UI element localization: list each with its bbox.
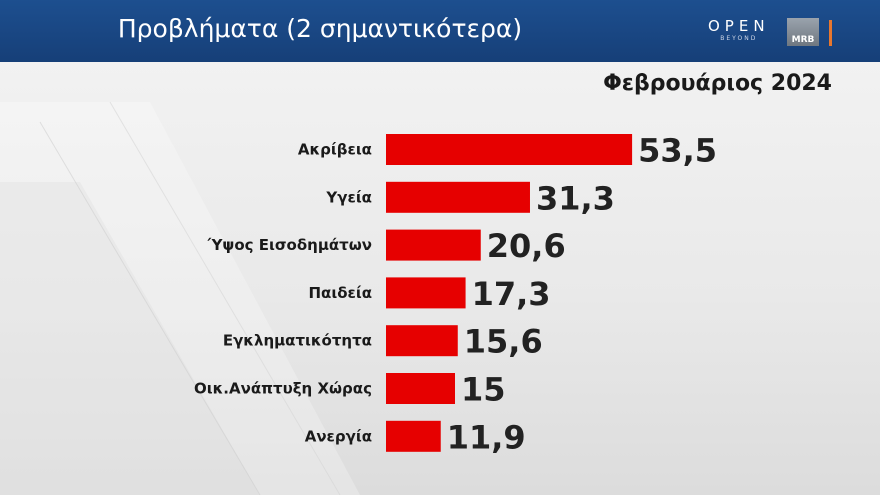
brand-sub-text: BEYOND	[720, 35, 758, 42]
value-label: 20,6	[487, 227, 566, 265]
header-bar: Προβλήματα (2 σημαντικότερα) OPEN BEYOND…	[0, 0, 880, 62]
mrb-logo-text: MRB	[791, 35, 815, 45]
bar	[386, 181, 530, 213]
mrb-logo: MRB	[787, 18, 819, 46]
bar	[386, 373, 455, 404]
category-label: Εγκληματικότητα	[223, 332, 372, 350]
value-label: 11,9	[447, 418, 526, 456]
value-label: 15	[461, 371, 506, 409]
value-label: 53,5	[638, 132, 717, 170]
category-label: Οικ.Ανάπτυξη Χώρας	[194, 380, 372, 398]
chart-title: Προβλήματα (2 σημαντικότερα)	[117, 14, 523, 43]
bar	[386, 420, 441, 452]
value-label: 31,3	[536, 179, 615, 217]
bar	[386, 134, 633, 165]
open-beyond-logo: OPEN BEYOND	[708, 18, 770, 43]
logo-accent-bar	[829, 20, 832, 46]
category-label: Υγεία	[325, 188, 372, 206]
category-label: Ακρίβεια	[298, 141, 372, 159]
bar	[386, 325, 458, 357]
value-label: 15,6	[464, 323, 543, 361]
value-label: 17,3	[472, 275, 551, 313]
bar	[386, 229, 481, 261]
background-decoration	[0, 101, 360, 495]
category-label: Ανεργία	[305, 427, 372, 445]
bar	[386, 277, 466, 309]
category-label: Ύψος Εισοδημάτων	[207, 236, 372, 254]
brand-main-text: OPEN	[708, 17, 770, 35]
date-label: Φεβρουάριος 2024	[603, 71, 832, 96]
category-label: Παιδεία	[308, 284, 372, 302]
